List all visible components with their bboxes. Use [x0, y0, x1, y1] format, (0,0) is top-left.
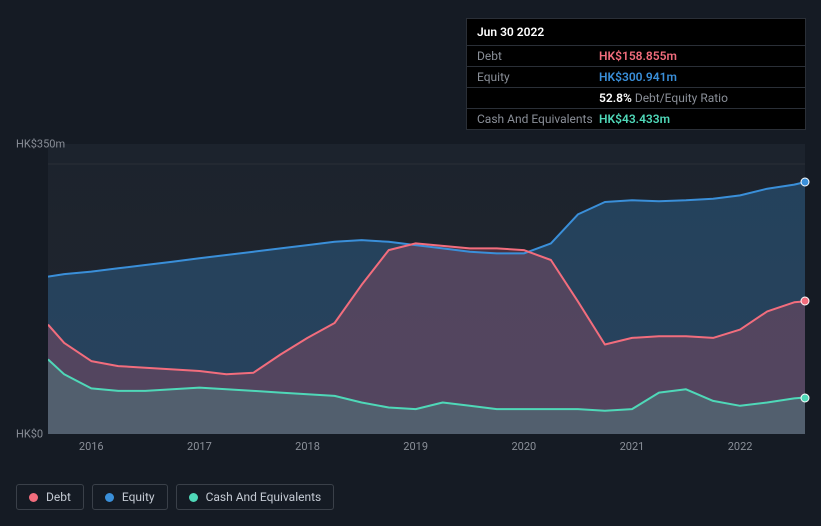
- legend-dot-icon: [29, 493, 38, 502]
- y-axis-label: HK$350m: [16, 138, 65, 151]
- tooltip-row: EquityHK$300.941m: [467, 67, 805, 88]
- tooltip-row-value: HK$300.941m: [599, 70, 677, 84]
- x-axis-tick: 2022: [728, 440, 753, 453]
- legend-item-label: Equity: [122, 490, 155, 504]
- tooltip-row: Cash And EquivalentsHK$43.433m: [467, 109, 805, 129]
- tooltip-row-label: Equity: [477, 70, 599, 84]
- tooltip-row-value: HK$158.855m: [599, 49, 677, 63]
- tooltip-date: Jun 30 2022: [467, 19, 805, 46]
- x-axis-tick: 2017: [187, 440, 212, 453]
- series-end-dot: [801, 178, 810, 187]
- x-axis-tick: 2021: [620, 440, 645, 453]
- series-end-dot: [801, 297, 810, 306]
- legend-item-label: Debt: [46, 490, 71, 504]
- tooltip-row-label: Debt: [477, 49, 599, 63]
- tooltip-row: 52.8% Debt/Equity Ratio: [467, 88, 805, 109]
- legend-item-equity[interactable]: Equity: [92, 484, 168, 510]
- y-axis-label: HK$0: [16, 428, 43, 441]
- x-axis-tick: 2016: [79, 440, 104, 453]
- tooltip-row-value: HK$43.433m: [599, 112, 670, 126]
- legend-item-cash[interactable]: Cash And Equivalents: [176, 484, 335, 510]
- legend-item-label: Cash And Equivalents: [206, 490, 322, 504]
- x-axis-labels: 2016 2017 2018 2019 2020 2021 2022: [48, 440, 805, 460]
- chart-tooltip: Jun 30 2022 DebtHK$158.855mEquityHK$300.…: [466, 18, 806, 130]
- debt-equity-chart: HK$350m HK$0 2016 2017 2018 2019 2020 2021 2022…: [16, 120, 805, 510]
- tooltip-row-label: [477, 91, 599, 105]
- tooltip-row-value: 52.8% Debt/Equity Ratio: [599, 91, 728, 105]
- x-axis-tick: 2020: [511, 440, 536, 453]
- chart-plot-area[interactable]: [48, 144, 805, 434]
- x-axis-tick: 2019: [403, 440, 428, 453]
- series-end-dot: [801, 393, 810, 402]
- chart-legend: Debt Equity Cash And Equivalents: [16, 484, 334, 510]
- x-axis-tick: 2018: [295, 440, 320, 453]
- legend-dot-icon: [189, 493, 198, 502]
- legend-dot-icon: [105, 493, 114, 502]
- tooltip-row-label: Cash And Equivalents: [477, 112, 599, 126]
- legend-item-debt[interactable]: Debt: [16, 484, 84, 510]
- tooltip-row: DebtHK$158.855m: [467, 46, 805, 67]
